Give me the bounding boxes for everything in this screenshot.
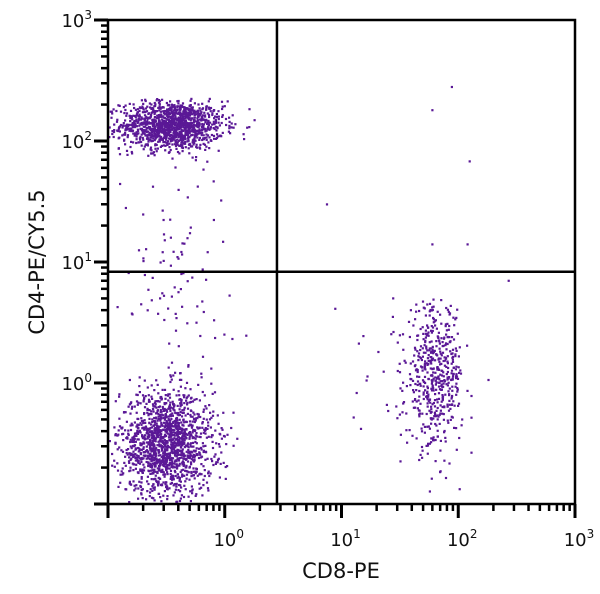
x-tick-label: 101 — [330, 527, 361, 551]
y-axis-title: CD4-PE/CY5.5 — [25, 189, 49, 334]
y-tick-label: 101 — [61, 250, 92, 274]
x-axis-tick-labels: 100 101 102 103 — [213, 527, 594, 551]
y-axis-tick-labels: 100 101 102 103 — [61, 8, 92, 395]
x-tick-label: 103 — [564, 527, 595, 551]
y-tick-label: 100 — [61, 371, 92, 395]
x-axis-ticks — [106, 504, 577, 518]
y-tick-label: 102 — [61, 129, 92, 153]
x-axis-title: CD8-PE — [302, 559, 380, 583]
data-points — [108, 85, 510, 504]
y-tick-label: 103 — [61, 8, 92, 32]
x-tick-label: 102 — [447, 527, 478, 551]
x-tick-label: 100 — [213, 527, 244, 551]
y-axis-ticks — [94, 18, 108, 506]
